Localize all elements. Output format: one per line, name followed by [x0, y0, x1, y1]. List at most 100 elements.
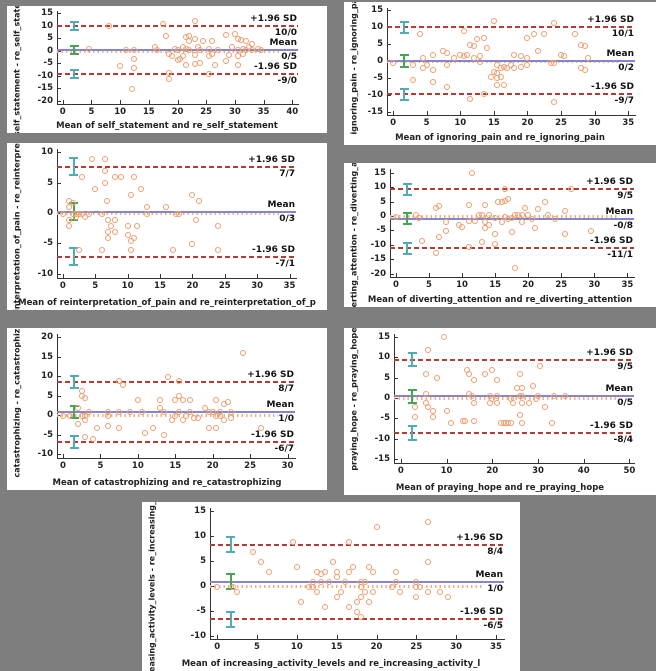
upper-sd-label: +1.96 SD: [250, 14, 297, 25]
zero-line: [57, 414, 279, 418]
lower-sd-label: -1.96 SD: [589, 236, 633, 247]
scatter-point: [202, 405, 209, 412]
upper-sd-value: 10/0: [274, 28, 297, 39]
scatter-point: [518, 212, 525, 219]
bland-altman-panel-catastrophizing: catastrophizing - re_catastrophizing Mean…: [7, 328, 327, 490]
scatter-point: [215, 247, 222, 253]
scatter-point: [493, 399, 500, 406]
scatter-point: [509, 399, 516, 406]
scatter-point: [250, 548, 257, 555]
x-tick-mark: [583, 459, 585, 463]
y-tick-label: -10: [374, 433, 390, 444]
scatter-point: [157, 405, 164, 412]
error-bar-upper-cap-top: [407, 351, 417, 354]
error-bar-mean-cap-bottom: [407, 402, 417, 405]
error-bar-upper-cap-top: [399, 20, 409, 23]
scatter-point: [325, 578, 332, 585]
x-tick-label: 25: [410, 642, 423, 652]
y-tick-mark: [57, 434, 61, 436]
scatter-point: [174, 46, 181, 53]
y-tick-label: 0: [380, 211, 386, 222]
scatter-point: [518, 219, 525, 226]
error-bar-mean-cap-top: [402, 212, 412, 215]
scatter-point: [441, 334, 448, 341]
mean-value: 0/5: [617, 398, 633, 409]
scatter-point: [528, 216, 535, 223]
error-bar-mean-cap-top: [226, 573, 236, 576]
scatter-point: [258, 424, 265, 431]
scatter-point: [249, 46, 256, 53]
scatter-point: [82, 395, 89, 402]
error-bar-mean-cap-bottom: [69, 219, 79, 222]
upper-sd-label: +1.96 SD: [587, 15, 634, 26]
y-tick-label: 15: [41, 8, 53, 18]
scatter-point: [111, 216, 118, 223]
y-tick-label: -5: [373, 72, 383, 83]
x-tick-mark: [100, 454, 102, 458]
y-tick-label: 15: [41, 351, 53, 362]
lower-sd-value: -8/4: [613, 434, 633, 445]
scatter-point: [249, 40, 256, 47]
scatter-point: [131, 55, 138, 62]
error-bar-upper-stem: [406, 182, 409, 196]
scatter-point: [561, 53, 568, 60]
scatter-point: [128, 85, 135, 92]
scatter-point: [131, 64, 138, 71]
error-bar-mean-cap-top: [399, 54, 409, 57]
scatter-point: [101, 180, 108, 187]
scatter-point: [66, 204, 73, 211]
x-tick-label: 10: [456, 280, 468, 290]
upper-sd-line: [210, 543, 504, 546]
scatter-point: [209, 408, 216, 415]
lower-sd-line: [390, 247, 634, 250]
scatter-point: [234, 588, 241, 595]
scatter-point: [82, 416, 89, 423]
y-tick-label: -15: [374, 454, 390, 465]
scatter-point: [189, 240, 196, 247]
scatter-point: [82, 213, 89, 220]
scatter-point: [419, 238, 426, 244]
x-tick-mark: [429, 273, 430, 277]
x-tick-label: 40: [286, 107, 299, 117]
scatter-point: [67, 412, 74, 419]
y-tick-label: 5: [380, 196, 386, 207]
scatter-point: [524, 34, 531, 41]
x-tick-mark: [336, 635, 338, 639]
x-tick-label: 50: [623, 466, 636, 476]
y-tick-label: 15: [194, 506, 206, 517]
scatter-point: [205, 424, 212, 431]
lower-sd-value: -6/7: [274, 444, 294, 454]
error-bar-mean-stem: [73, 405, 76, 419]
scatter-point: [175, 393, 182, 400]
scatter-point: [234, 46, 241, 53]
lower-sd-line: [57, 72, 298, 75]
scatter-point: [79, 173, 86, 180]
scatter-point: [134, 397, 141, 404]
x-tick-mark: [263, 100, 265, 104]
scatter-point: [144, 204, 151, 211]
scatter-point: [59, 412, 66, 419]
scatter-point: [220, 401, 227, 408]
scatter-point: [442, 227, 449, 234]
y-tick-mark: [387, 10, 391, 12]
scatter-point: [571, 31, 578, 38]
error-bar-upper-cap-bottom: [399, 32, 409, 35]
scatter-point: [211, 62, 218, 69]
scatter-point: [237, 36, 244, 43]
scatter-point: [66, 222, 73, 229]
x-tick-label: 35: [490, 642, 502, 652]
error-bar-mean-cap-top: [69, 405, 79, 408]
scatter-point: [119, 381, 126, 388]
scatter-point: [551, 19, 558, 26]
scatter-point: [357, 593, 364, 600]
y-tick-mark: [387, 111, 391, 113]
scatter-point: [76, 247, 83, 253]
x-tick-label: 0: [392, 280, 399, 290]
scatter-point: [482, 371, 489, 377]
scatter-point: [519, 399, 525, 406]
scatter-point: [430, 78, 437, 85]
scatter-point: [229, 44, 235, 51]
scatter-point: [239, 350, 246, 357]
scatter-point: [463, 51, 470, 58]
scatter-point: [191, 18, 198, 25]
